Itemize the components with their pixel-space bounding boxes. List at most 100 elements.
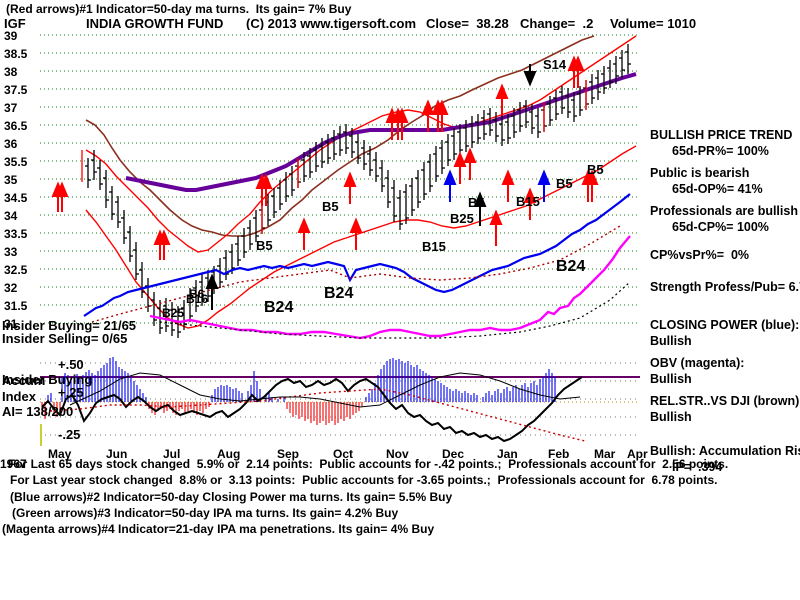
ytick-34: 34	[4, 209, 18, 223]
accumulation-status-title: Bullish: Accumulation Rising	[650, 444, 800, 458]
ytick-38-5: 38.5	[4, 47, 28, 61]
annotation-s14: S14	[543, 57, 567, 72]
ytick-34-5: 34.5	[4, 191, 28, 205]
annotation-b5-2: B5	[256, 238, 273, 253]
annotation-b24-2: B24	[556, 258, 586, 275]
accum-grid	[40, 362, 640, 436]
relstr-title: REL.STR..VS DJI (brown)	[650, 394, 800, 408]
close-price: Close= 38.28	[426, 16, 509, 31]
insider-selling-label: Insider Selling= 0/65	[2, 331, 128, 346]
obv-line	[149, 235, 631, 340]
professionals-title: Professionals are bullish	[650, 204, 798, 218]
accum-ytick-minus25: -.25	[58, 427, 81, 442]
ytick-33: 33	[4, 245, 18, 259]
month-label-jul: Jul	[163, 447, 181, 461]
signal-arrows	[51, 55, 599, 310]
ma50-line	[125, 72, 637, 192]
closing-power-title: CLOSING POWER (blue):	[650, 318, 800, 332]
footer-line-65days: For Last 65 days stock changed 5.9% or 2…	[8, 457, 729, 471]
annotation-b25-1: B25	[450, 211, 474, 226]
footer-line-lastyear: For Last year stock changed 8.8% or 3.13…	[10, 473, 718, 487]
month-label-may: May	[48, 447, 72, 461]
month-label-apr: Apr	[627, 447, 648, 461]
ytick-35-5: 35.5	[4, 155, 28, 169]
annotation-b24-1: B24	[324, 285, 354, 302]
price-ohlc-bars	[85, 44, 631, 338]
public-sentiment-value: 65d-OP%= 41%	[672, 182, 763, 196]
ytick-32: 32	[4, 281, 18, 295]
month-label-aug: Aug	[217, 447, 241, 461]
lower-pane-year-label: 1967	[0, 457, 27, 471]
annotation-b5-1: B5	[322, 199, 339, 214]
closing-power-line	[83, 193, 631, 317]
month-label-jan: Jan	[497, 447, 518, 461]
annotation-b5-4: B5	[556, 176, 573, 191]
annotation-b24-3: B24	[264, 299, 294, 316]
annotation-b16: B16	[186, 292, 209, 306]
axis-tick-marker	[40, 424, 42, 446]
insider-buying-label: Insider Buying= 21/65	[2, 318, 137, 333]
ytick-32-5: 32.5	[4, 263, 28, 277]
lower-band-line	[85, 145, 637, 329]
strength-profess-pub-value: Strength Profess/Pub= 6.7	[650, 280, 800, 294]
accumulation-index-pane[interactable]	[40, 355, 640, 450]
accum-ytick-plus50: +.50	[58, 357, 84, 372]
ytick-33-5: 33.5	[4, 227, 28, 241]
price-red-bars	[81, 80, 587, 234]
footer-line-indicator2: (Blue arrows)#2 Indicator=50-day Closing…	[10, 490, 453, 504]
month-label-mar: Mar	[594, 447, 616, 461]
month-label-feb: Feb	[548, 447, 570, 461]
volume-value: Volume= 1010	[610, 16, 697, 31]
month-label-sep: Sep	[277, 447, 300, 461]
ticker-symbol: IGF	[4, 16, 26, 31]
accum-positive-bars	[47, 357, 556, 402]
closing-power-value: Bullish	[650, 334, 692, 348]
accum-index-label-line2: Index	[2, 389, 36, 404]
indicator-note-header: (Red arrows)#1 Indicator=50-day ma turns…	[6, 2, 352, 16]
ytick-31: 31	[4, 317, 18, 331]
accum-index-label-line1: Accum	[2, 373, 46, 388]
price-chart-pane[interactable]	[40, 30, 640, 340]
price-trend-title: BULLISH PRICE TREND	[650, 128, 793, 142]
relstr-line	[85, 35, 595, 237]
ytick-36: 36	[4, 137, 18, 151]
accumulation-svg	[40, 357, 640, 443]
professionals-value: 65d-CP%= 100%	[672, 220, 769, 234]
month-label-nov: Nov	[386, 447, 409, 461]
accum-thin-ma	[69, 372, 581, 408]
price-change: Change= .2	[520, 16, 594, 31]
ytick-39: 39	[4, 29, 18, 43]
footer-line-indicator3: (Green arrows)#3 Indicator=50-day IPA ma…	[12, 506, 399, 520]
annotation-b15-2: B15	[422, 239, 446, 254]
ytick-37: 37	[4, 101, 18, 115]
obv-value: Bullish	[650, 372, 692, 386]
company-name: INDIA GROWTH FUND	[86, 16, 224, 31]
month-label-oct: Oct	[333, 447, 354, 461]
ytick-31-5: 31.5	[4, 299, 28, 313]
relstr-value: Bullish	[650, 410, 692, 424]
insider-buying-overlay-label: Insider Buying	[2, 372, 93, 387]
public-sentiment-title: Public is bearish	[650, 166, 750, 180]
obv-title: OBV (magenta):	[650, 356, 745, 370]
price-trend-value: 65d-PR%= 100%	[672, 144, 769, 158]
price-chart-svg	[40, 34, 640, 340]
month-label-dec: Dec	[442, 447, 465, 461]
copyright-notice: (C) 2013 www.tigersoft.com	[246, 16, 416, 31]
accumulation-ip-value: IP= .394	[672, 460, 723, 474]
closing-power-trend-dotted	[91, 225, 621, 323]
annotation-b25-2: B25	[162, 306, 185, 320]
ytick-37-5: 37.5	[4, 83, 28, 97]
ytick-35: 35	[4, 173, 18, 187]
month-label-jun: Jun	[106, 447, 128, 461]
annotation-b15-1: B15	[516, 194, 540, 209]
ytick-38: 38	[4, 65, 18, 79]
ytick-36-5: 36.5	[4, 119, 28, 133]
accum-index-ai-value: AI= 138/200	[2, 404, 74, 419]
cp-vs-pr-value: CP%vsPr%= 0%	[650, 248, 750, 262]
annotation-b5-5: B5	[587, 162, 604, 177]
annotation-b6: B6	[189, 287, 205, 301]
accum-black-line	[41, 376, 583, 443]
accum-ytick-plus25: +.25	[58, 385, 84, 400]
obv-dotted-line	[159, 281, 631, 339]
